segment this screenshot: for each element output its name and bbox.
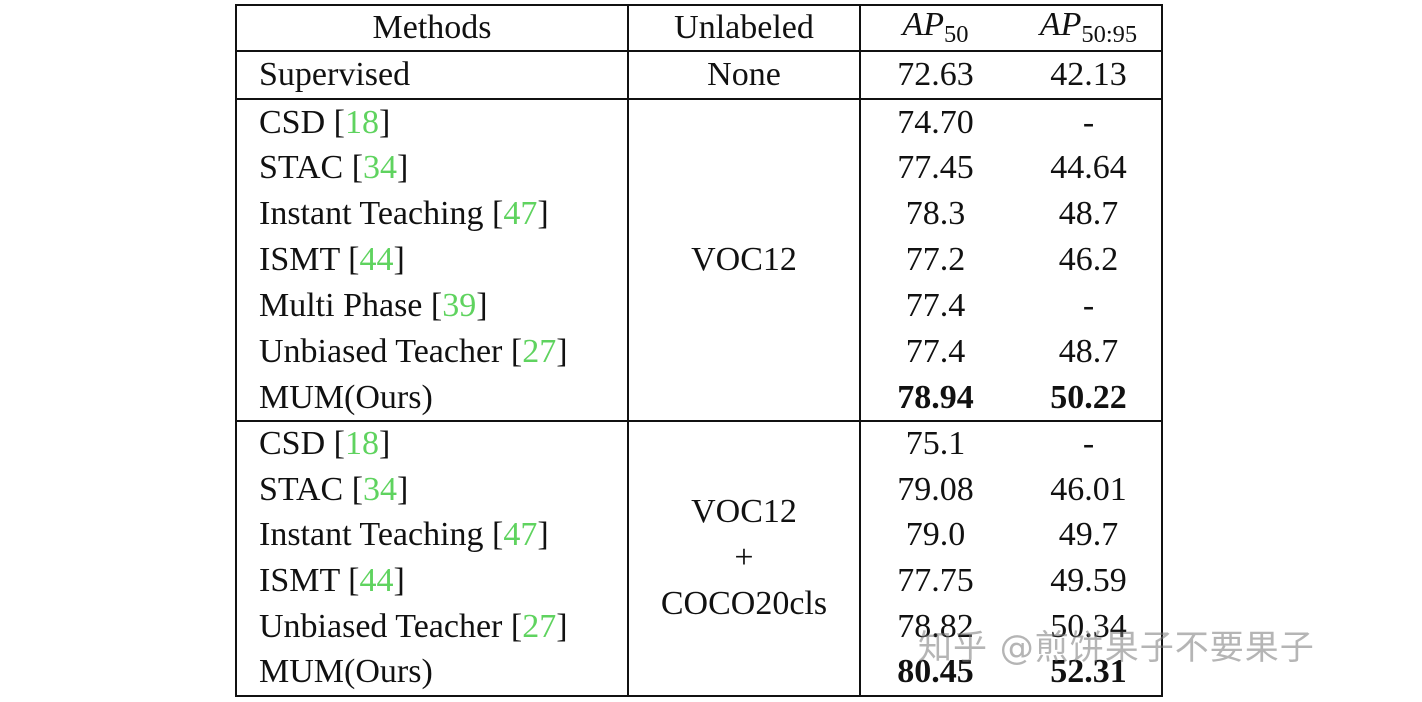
- ap50-cell: 79.08: [897, 470, 974, 508]
- table-row: Instant Teaching [47] 79.0 49.7: [235, 512, 1163, 559]
- ap5095-cell: 46.01: [1010, 466, 1163, 513]
- method-cell: STAC [34]: [235, 145, 629, 191]
- method-name: STAC: [259, 149, 344, 186]
- table-row: Multi Phase [39] 77.4 -: [235, 283, 1163, 329]
- table-row: STAC [34] 77.45 44.64: [235, 145, 1163, 191]
- ap5095-cell: 50.34: [1010, 604, 1163, 650]
- results-table: Methods Unlabeled AP50 AP50:95 Supervise…: [235, 4, 1163, 697]
- watermark-text: 知乎 @煎饼果子不要果子: [918, 628, 1315, 668]
- citation-link[interactable]: 18: [344, 103, 379, 141]
- table-row: STAC [34] 79.08 46.01: [235, 466, 1163, 513]
- method-cell: ISMT [44]: [235, 558, 629, 605]
- citation-link[interactable]: 39: [442, 287, 477, 324]
- method-name: ISMT: [259, 241, 340, 278]
- method-name: CSD: [259, 103, 326, 141]
- method-name: Instant Teaching: [259, 195, 484, 232]
- method-name: ISMT: [259, 562, 340, 600]
- ap5095-cell: 48.7: [1010, 191, 1163, 237]
- table-row: Unbiased Teacher [27] 78.82 50.34: [235, 604, 1163, 650]
- table-row: ISMT [44] 77.2 46.2: [235, 237, 1163, 283]
- method-cell: STAC [34]: [235, 466, 629, 513]
- ap5095-cell: 49.7: [1010, 512, 1163, 559]
- ap5095-cell: 52.31: [1010, 649, 1163, 697]
- unlabeled-cell: None: [628, 50, 861, 100]
- citation-link[interactable]: 27: [522, 333, 557, 370]
- method-cell: Multi Phase [39]: [235, 283, 629, 329]
- citation-link[interactable]: 44: [359, 562, 394, 600]
- header-unlabeled: Unlabeled: [628, 4, 861, 51]
- ap5095-cell: 50.22: [1010, 375, 1163, 422]
- ap5095-cell: 44.64: [1010, 145, 1163, 191]
- header-row: Methods Unlabeled AP50 AP50:95: [235, 4, 1163, 51]
- ap5095-cell: -: [1010, 283, 1163, 329]
- header-ap5095: AP50:95: [1010, 4, 1163, 51]
- citation-link[interactable]: 18: [344, 425, 379, 463]
- method-cell: Unbiased Teacher [27]: [235, 329, 629, 375]
- ap50-cell: 75.1: [860, 420, 1010, 467]
- ap50-cell: 72.63: [860, 50, 1010, 100]
- method-name: MUM(Ours): [259, 653, 433, 691]
- method-cell: Unbiased Teacher [27]: [235, 604, 629, 650]
- citation-link[interactable]: 47: [503, 195, 538, 232]
- method-cell: CSD [18]: [235, 98, 629, 145]
- unlabeled-text: COCO20cls: [660, 585, 828, 623]
- table-row: Instant Teaching [47] 78.3 48.7: [235, 191, 1163, 237]
- ap50-cell: 77.45: [897, 149, 974, 186]
- citation-link[interactable]: 44: [359, 241, 394, 278]
- ap50-cell: 77.75: [897, 562, 974, 600]
- ap50-cell: 80.45: [860, 649, 1010, 697]
- method-name: STAC: [259, 470, 344, 508]
- method-cell: ISMT [44]: [235, 237, 629, 283]
- method-name: Instant Teaching: [259, 516, 484, 554]
- unlabeled-text: +: [734, 539, 754, 577]
- ap50-cell: 77.2: [905, 241, 966, 278]
- unlabeled-text: VOC12: [691, 241, 797, 278]
- ap50-cell: 74.70: [860, 98, 1010, 145]
- ap50-cell: 77.4: [905, 333, 966, 370]
- unlabeled-text: VOC12: [691, 493, 797, 531]
- table-row: MUM(Ours) 78.94 50.22: [235, 375, 1163, 422]
- method-name: Unbiased Teacher: [259, 333, 503, 370]
- header-ap50: AP50: [860, 4, 1010, 51]
- method-cell: Instant Teaching [47]: [235, 512, 629, 559]
- ap5095-cell: 48.7: [1010, 329, 1163, 375]
- method-cell: MUM(Ours): [235, 649, 629, 697]
- citation-link[interactable]: 34: [363, 149, 398, 186]
- results-table-container: Methods Unlabeled AP50 AP50:95 Supervise…: [235, 4, 1163, 697]
- table-row: Unbiased Teacher [27] 77.4 48.7: [235, 329, 1163, 375]
- ap5095-cell: 49.59: [1010, 558, 1163, 605]
- unlabeled-cell: VOC12: [628, 98, 861, 422]
- table-row: CSD [18] VOC12 74.70-: [235, 98, 1163, 422]
- unlabeled-cell: VOC12 + COCO20cls: [628, 420, 861, 697]
- ap50-cell: 78.94: [860, 375, 1010, 422]
- method-name: Unbiased Teacher: [259, 608, 503, 646]
- ap5095-cell: -: [1010, 420, 1163, 467]
- citation-link[interactable]: 47: [503, 516, 538, 554]
- ap50-cell: 77.4: [905, 287, 966, 324]
- table-row: CSD [18] VOC12 + COCO20cls 75.1-: [235, 420, 1163, 697]
- ap5095-cell: -: [1010, 98, 1163, 145]
- ap5095-cell: 42.13: [1010, 50, 1163, 100]
- ap50-cell: 78.82: [897, 608, 974, 646]
- method-cell: Supervised: [235, 50, 629, 100]
- ap50-cell: 78.3: [905, 195, 966, 232]
- header-methods: Methods: [235, 4, 629, 51]
- method-cell: Instant Teaching [47]: [235, 191, 629, 237]
- table-row: MUM(Ours) 80.45 52.31: [235, 649, 1163, 697]
- citation-link[interactable]: 34: [363, 470, 398, 508]
- ap50-cell: 79.0: [905, 516, 966, 554]
- method-cell: CSD [18]: [235, 420, 629, 467]
- method-cell: MUM(Ours): [235, 375, 629, 422]
- method-name: MUM(Ours): [259, 378, 433, 416]
- method-name: Multi Phase: [259, 287, 423, 324]
- citation-link[interactable]: 27: [522, 608, 557, 646]
- ap5095-cell: 46.2: [1010, 237, 1163, 283]
- supervised-row: Supervised None 72.63 42.13: [235, 50, 1163, 100]
- table-row: ISMT [44] 77.75 49.59: [235, 558, 1163, 605]
- method-name: CSD: [259, 425, 326, 463]
